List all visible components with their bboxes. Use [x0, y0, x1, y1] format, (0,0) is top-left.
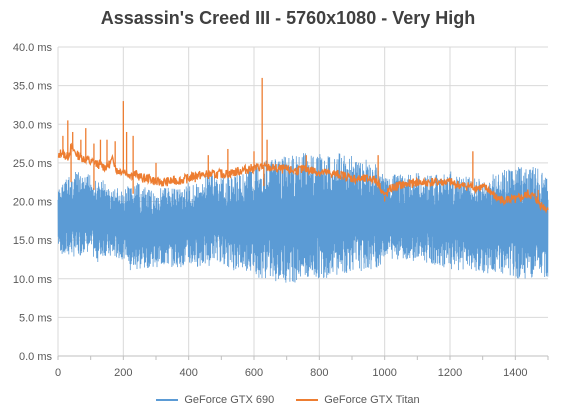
y-tick-label: 30.0 ms — [13, 119, 53, 131]
y-tick-label: 25.0 ms — [13, 158, 53, 170]
x-tick-label: 200 — [114, 367, 132, 379]
x-tick-label: 1000 — [372, 367, 396, 379]
x-tick-label: 400 — [179, 367, 197, 379]
x-tick-label: 800 — [310, 367, 328, 379]
y-tick-label: 20.0 ms — [13, 197, 53, 209]
legend-swatch-gtx-690 — [156, 399, 179, 401]
x-tick-label: 1400 — [503, 367, 527, 379]
x-tick-label: 0 — [55, 367, 61, 379]
y-tick-label: 40.0 ms — [13, 42, 53, 54]
legend-swatch-gtx-titan — [296, 399, 319, 401]
y-tick-label: 0.0 ms — [19, 351, 53, 363]
y-tick-label: 15.0 ms — [13, 235, 53, 247]
legend: GeForce GTX 690 GeForce GTX Titan — [0, 394, 576, 406]
chart-title: Assassin's Creed III - 5760x1080 - Very … — [100, 8, 476, 28]
y-tick-label: 35.0 ms — [13, 81, 53, 93]
legend-item-gtx-titan: GeForce GTX Titan — [296, 394, 420, 406]
series-gtx-titan-line — [57, 142, 549, 214]
legend-label-gtx-titan: GeForce GTX Titan — [324, 394, 420, 406]
y-tick-label: 10.0 ms — [13, 274, 53, 286]
x-tick-label: 1200 — [438, 367, 462, 379]
legend-item-gtx-690: GeForce GTX 690 — [156, 394, 274, 406]
x-tick-label: 600 — [245, 367, 263, 379]
legend-label-gtx-690: GeForce GTX 690 — [184, 394, 275, 406]
y-tick-label: 5.0 ms — [19, 312, 53, 324]
